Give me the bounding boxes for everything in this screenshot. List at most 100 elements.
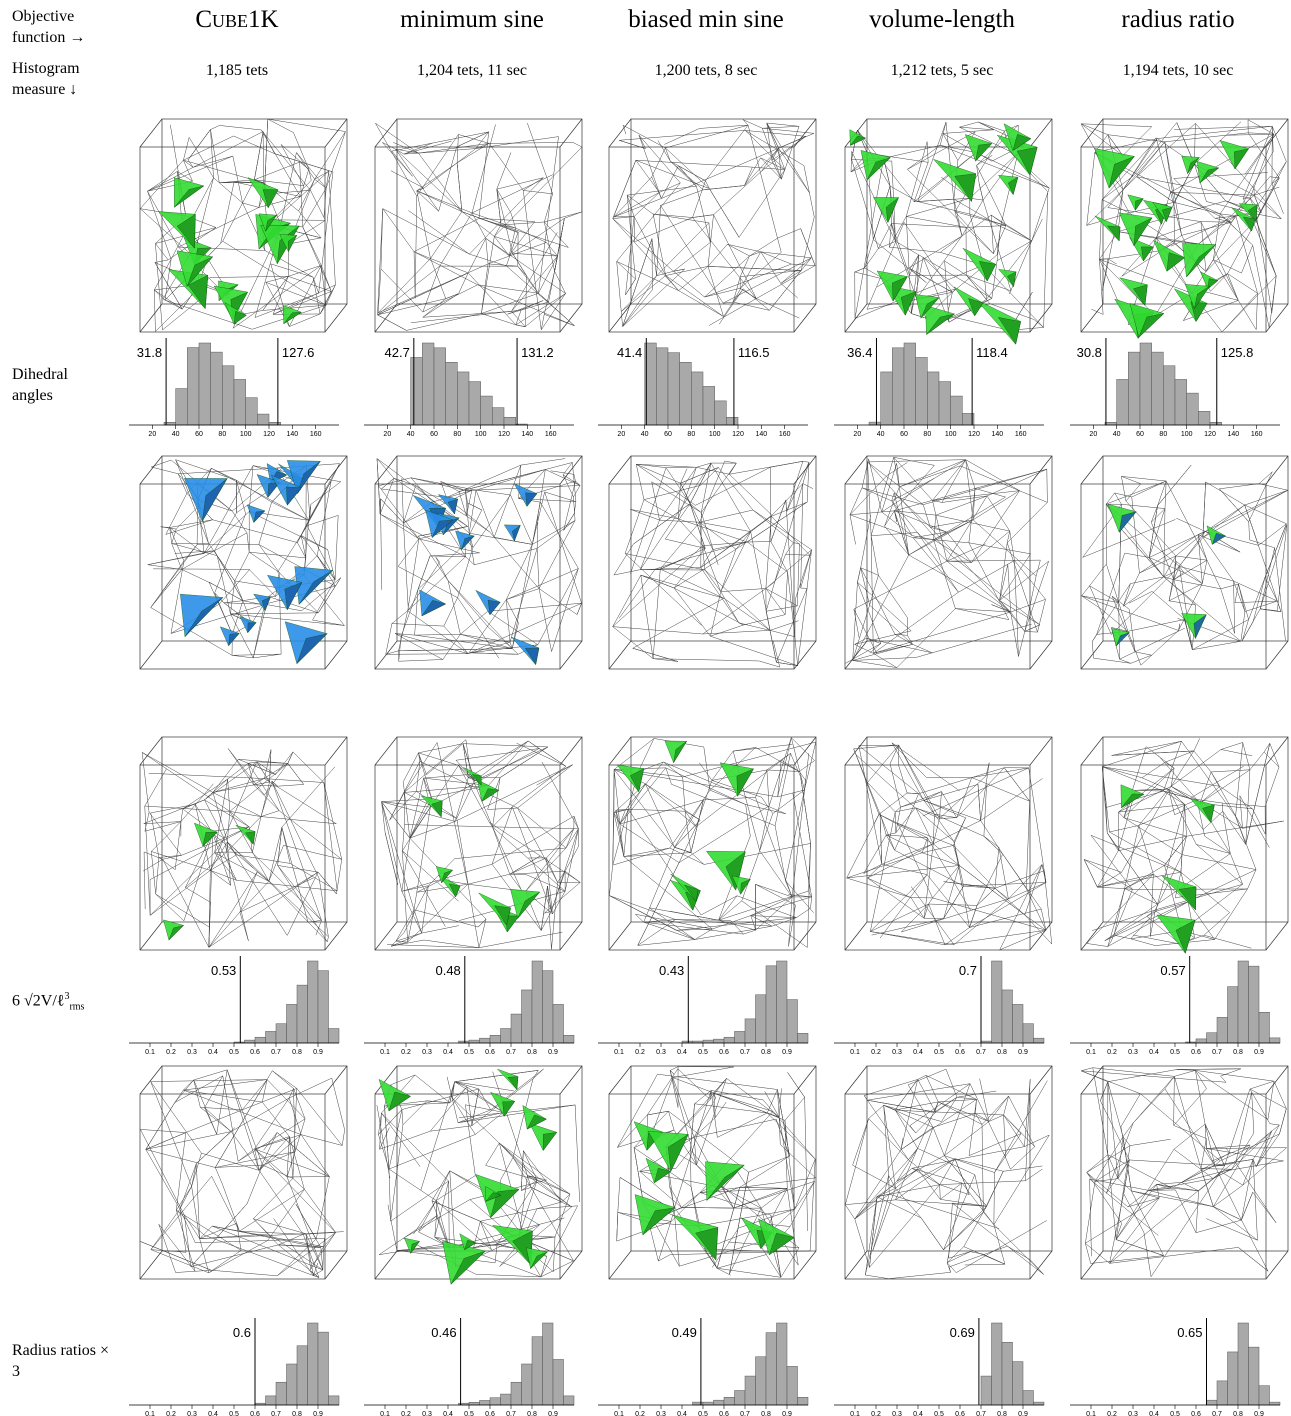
mesh-edge bbox=[141, 752, 150, 813]
mesh-edge bbox=[330, 463, 340, 482]
mesh-edge bbox=[1080, 123, 1108, 135]
extreme-label: 125.8 bbox=[1221, 345, 1254, 360]
mesh-edge bbox=[511, 309, 522, 312]
mesh-edge bbox=[298, 179, 315, 212]
mesh-edge bbox=[258, 502, 272, 545]
mesh-edge bbox=[183, 135, 234, 161]
mesh-edge bbox=[236, 480, 246, 514]
mesh-edge bbox=[214, 532, 248, 552]
mesh-edge bbox=[1187, 901, 1215, 940]
mesh-edge bbox=[909, 268, 927, 283]
mesh-edge bbox=[900, 791, 942, 808]
mesh-edge bbox=[932, 1113, 976, 1128]
mesh-edge bbox=[953, 817, 966, 846]
x-tick-label: 0.2 bbox=[1107, 1411, 1117, 1416]
mesh-edge bbox=[1099, 259, 1192, 294]
x-tick-label: 0.4 bbox=[208, 1049, 218, 1056]
mesh-edge bbox=[619, 767, 667, 825]
mesh-edge bbox=[778, 1088, 782, 1118]
mesh-edge bbox=[772, 641, 781, 668]
mesh-edge bbox=[671, 784, 776, 826]
tet-face bbox=[900, 291, 917, 316]
mesh-edge bbox=[1235, 1120, 1246, 1163]
mesh-edge bbox=[258, 1132, 278, 1171]
mesh-edge bbox=[759, 805, 770, 851]
mesh-edge bbox=[640, 520, 660, 570]
mesh-edge bbox=[379, 1130, 431, 1150]
tet-face bbox=[283, 312, 303, 324]
mesh-edge bbox=[852, 582, 858, 661]
mesh-edge bbox=[968, 488, 976, 543]
mesh-edge bbox=[938, 1101, 990, 1122]
mesh-edge bbox=[1164, 132, 1249, 143]
mesh-edge bbox=[1123, 817, 1183, 855]
mesh-edge bbox=[894, 510, 909, 556]
mesh-edge bbox=[933, 818, 940, 844]
mesh-edge bbox=[669, 847, 705, 865]
mesh-edge bbox=[1244, 134, 1275, 175]
mesh-edge bbox=[1089, 1178, 1092, 1257]
mesh-edge bbox=[1254, 195, 1282, 220]
cube-edge bbox=[374, 118, 398, 148]
tet-face bbox=[461, 535, 475, 550]
mesh-edge bbox=[651, 176, 662, 199]
mesh-edge bbox=[492, 826, 522, 890]
mesh-edge bbox=[621, 222, 710, 312]
mesh-edge bbox=[699, 1192, 771, 1216]
mesh-edge bbox=[414, 1074, 450, 1104]
mesh-edge bbox=[669, 1186, 675, 1208]
mesh-edge bbox=[637, 939, 695, 946]
x-tick-label: 0.1 bbox=[380, 1049, 390, 1056]
mesh-edge bbox=[766, 769, 770, 806]
extreme-label: 0.57 bbox=[1160, 963, 1185, 978]
mesh-edge bbox=[907, 635, 913, 645]
mesh-edge bbox=[264, 778, 337, 824]
mesh-edge bbox=[378, 477, 412, 487]
histogram-bar bbox=[938, 381, 951, 426]
tet-face bbox=[1186, 244, 1217, 278]
mesh-edge bbox=[893, 492, 909, 556]
mesh-edge bbox=[160, 526, 177, 530]
mesh-edge bbox=[271, 781, 278, 787]
mesh-edge bbox=[532, 491, 545, 545]
mesh-edge bbox=[613, 809, 626, 814]
mesh-edge bbox=[909, 268, 953, 293]
tet-face bbox=[525, 492, 538, 507]
mesh-edge bbox=[1176, 517, 1206, 532]
mesh-edge bbox=[1242, 126, 1273, 199]
mesh-edge bbox=[1004, 767, 1030, 802]
mesh-edge bbox=[511, 311, 526, 327]
mesh-edge bbox=[638, 134, 646, 149]
mesh-edge bbox=[965, 459, 1020, 491]
mesh-edge bbox=[800, 216, 815, 271]
mesh-edge bbox=[190, 1244, 279, 1267]
mesh-edge bbox=[713, 1093, 716, 1118]
histogram-bar bbox=[531, 960, 543, 1044]
mesh-edge bbox=[750, 915, 756, 931]
mesh-edge bbox=[738, 622, 771, 631]
cube-face bbox=[161, 455, 348, 642]
mesh-edge bbox=[923, 468, 1047, 505]
tet-face bbox=[1007, 176, 1019, 196]
mesh-edge bbox=[512, 253, 558, 257]
mesh-edge bbox=[253, 784, 280, 811]
mesh-edge bbox=[227, 748, 265, 796]
mesh-edge bbox=[930, 526, 947, 533]
mesh-edge bbox=[674, 1090, 712, 1208]
mesh-edge bbox=[169, 527, 185, 562]
mesh-edge bbox=[408, 561, 440, 611]
column-subtitle: 1,194 tets, 10 sec bbox=[1122, 62, 1234, 79]
mesh-edge bbox=[658, 1254, 671, 1262]
mesh-edge bbox=[252, 781, 270, 853]
mesh-edge bbox=[958, 560, 1015, 593]
mesh-edge bbox=[913, 152, 977, 202]
mesh-edge bbox=[876, 1184, 940, 1197]
mesh-edge bbox=[718, 288, 744, 325]
mesh-edge bbox=[1123, 817, 1187, 837]
mesh-edge bbox=[718, 900, 742, 921]
tet-face bbox=[695, 1227, 719, 1261]
mesh-edge bbox=[774, 825, 786, 881]
mesh-edge bbox=[741, 900, 808, 948]
mesh-edge bbox=[1157, 464, 1192, 506]
